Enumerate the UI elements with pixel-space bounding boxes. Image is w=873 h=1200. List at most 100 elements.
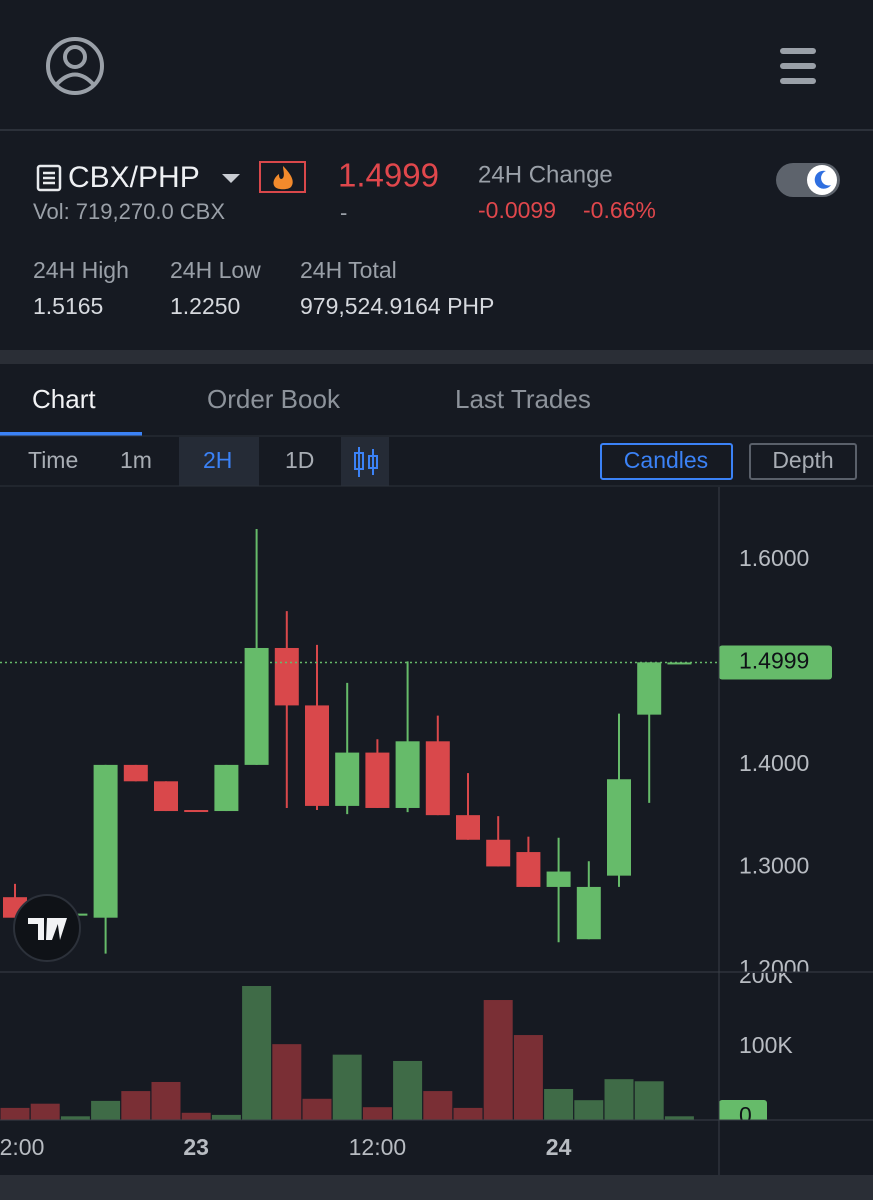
volume-bar: [302, 1098, 332, 1120]
stat-value: 1.5165: [33, 293, 103, 319]
candle-body: [486, 839, 511, 867]
last-price-label: 1.4999: [739, 648, 809, 674]
candle-body: [305, 705, 329, 806]
x-tick-label: 23: [183, 1134, 209, 1160]
candle-body: [456, 815, 480, 840]
candle-body: [214, 764, 239, 812]
candle-body: [274, 647, 299, 706]
volume-bar: [664, 1116, 694, 1120]
stat-label: 24H Total: [300, 257, 397, 283]
x-tick-label: 12:00: [349, 1134, 407, 1160]
y-tick-label: 1.6000: [739, 545, 809, 571]
volume-bar: [242, 986, 272, 1120]
volume-bar: [332, 1054, 362, 1120]
candle-body: [365, 752, 390, 808]
candle-body: [184, 810, 209, 813]
volume-bar: [60, 1116, 90, 1120]
last-price-badge: [719, 645, 832, 680]
candle-body: [244, 647, 269, 765]
y-tick-label: 1.3000: [739, 853, 809, 879]
volume-bar: [0, 1107, 30, 1120]
time-axis: 2:00 23 12:00 24: [0, 1134, 572, 1160]
candle-body: [123, 764, 148, 782]
view-button[interactable]: [749, 443, 857, 480]
stat-label: 24H Low: [170, 257, 261, 283]
volume-bar: [91, 1100, 121, 1120]
tab[interactable]: Order Book: [207, 384, 341, 414]
candle-body: [93, 764, 118, 918]
candle-body: [667, 662, 692, 665]
candle-body: [335, 752, 360, 806]
y-tick-label: 0: [739, 1102, 752, 1128]
y-tick-label: 1.4000: [739, 750, 809, 776]
theme-toggle[interactable]: [776, 163, 840, 197]
menu-icon[interactable]: [780, 48, 816, 84]
hot-badge: [259, 161, 306, 193]
candle-body: [154, 781, 178, 812]
fire-icon: [273, 166, 293, 190]
volume: Vol: 719,270.0 CBX: [33, 199, 225, 224]
y-tick-label: 100K: [739, 1032, 793, 1058]
volume-bar: [513, 1035, 543, 1120]
x-tick-label: 2:00: [0, 1134, 44, 1160]
tab[interactable]: Last Trades: [455, 384, 591, 414]
doc-icon: [36, 164, 62, 192]
interval[interactable]: 1D: [285, 447, 314, 473]
x-tick-label: 24: [546, 1134, 572, 1160]
view-button[interactable]: [600, 443, 733, 480]
stat-label: 24H High: [33, 257, 129, 283]
zero-badge: [719, 1100, 767, 1120]
pair[interactable]: CBX/PHP: [68, 161, 200, 194]
volume-bar: [604, 1079, 634, 1120]
volume-bar: [574, 1100, 604, 1120]
interval[interactable]: 1m: [120, 447, 152, 473]
profile-icon[interactable]: [46, 37, 104, 95]
volume-bar: [544, 1088, 574, 1120]
volume-bar: [634, 1081, 664, 1120]
tab[interactable]: Chart: [32, 384, 96, 414]
price-sub: -: [340, 200, 347, 225]
volume-bar: [151, 1081, 181, 1120]
bottom-bar: [0, 1175, 873, 1200]
volume-bar: [211, 1114, 241, 1120]
candle-body: [516, 852, 541, 887]
volume-pane: [0, 986, 694, 1120]
change: -0.0099: [478, 197, 556, 223]
volume-bar: [181, 1112, 211, 1120]
candle-body: [425, 741, 450, 816]
candle-body: [637, 662, 662, 715]
chart-type-icon[interactable]: [341, 437, 389, 486]
candle-body: [576, 886, 601, 940]
price-axis: 1.6000 1.4000 1.3000 1.2000 1.4999: [719, 545, 832, 981]
change-pct: -0.66%: [583, 197, 656, 223]
interval[interactable]: 2H: [203, 447, 232, 473]
active-interval-bg: [179, 437, 259, 486]
volume-bar: [272, 1044, 302, 1120]
volume-axis: 200K 100K 0: [719, 962, 793, 1128]
stat-value: 979,524.9164 PHP: [300, 293, 494, 319]
volume-bar: [121, 1091, 151, 1120]
tradingview-logo[interactable]: [13, 894, 81, 962]
volume-bar: [393, 1060, 423, 1120]
candle-body: [395, 741, 420, 808]
view-label[interactable]: Candles: [624, 447, 708, 473]
candle-body: [607, 779, 631, 876]
stat-value: 1.2250: [170, 293, 240, 319]
volume-bar: [423, 1091, 453, 1120]
y-tick-label: 1.2000: [739, 955, 809, 981]
price-pane: [0, 529, 719, 954]
candle-body: [546, 871, 571, 887]
volume-bar: [453, 1107, 483, 1120]
y-tick-label: 200K: [739, 962, 793, 988]
caret[interactable]: [222, 174, 240, 183]
tab-underline: [0, 432, 142, 436]
change-label: 24H Change: [478, 161, 613, 188]
interval[interactable]: Time: [28, 447, 78, 473]
volume-bar: [483, 1000, 513, 1120]
price: 1.4999: [338, 157, 439, 194]
separator: [0, 350, 873, 364]
volume-bar: [362, 1107, 392, 1120]
view-label[interactable]: Depth: [772, 447, 833, 473]
